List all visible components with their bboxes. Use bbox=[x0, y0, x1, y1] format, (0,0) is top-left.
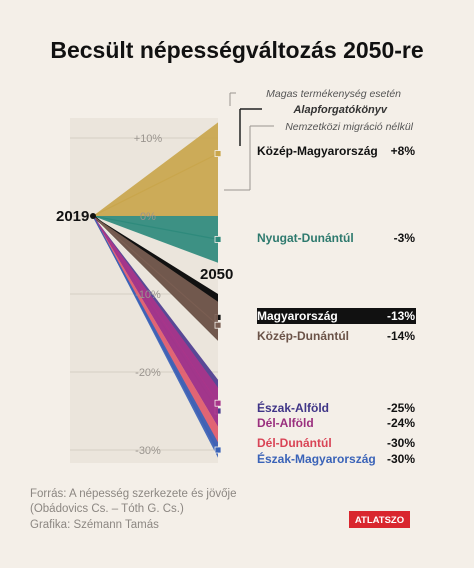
region-name: Észak-Alföld bbox=[257, 400, 329, 415]
region-value: -25% bbox=[387, 401, 415, 415]
x-label-2019: 2019 bbox=[56, 208, 89, 225]
source-line-1: Forrás: A népesség szerkezete és jövője bbox=[30, 488, 236, 500]
region-value: -3% bbox=[394, 231, 416, 245]
atlatszo-logo-text: ATLATSZO bbox=[355, 515, 404, 526]
legend-low-label: Nemzetközi migráció nélkül bbox=[285, 121, 413, 133]
highlight-label-bg bbox=[257, 308, 416, 324]
series-area-0 bbox=[93, 122, 218, 216]
atlatszo-logo-box bbox=[349, 511, 410, 528]
series-area-5 bbox=[93, 216, 218, 427]
series-marker-1 bbox=[214, 235, 222, 243]
series-area-1 bbox=[93, 216, 218, 263]
legend-base-label: Alapforgatókönyv bbox=[292, 104, 387, 116]
region-value: -14% bbox=[387, 329, 415, 343]
series-marker-7 bbox=[214, 446, 222, 454]
y-tick-labels: +10% 0% -10% -20% -30% bbox=[134, 133, 163, 457]
region-name: Észak-Magyarország bbox=[257, 451, 376, 466]
series-areas bbox=[90, 122, 222, 458]
chart-title: Becsült népességváltozás 2050-re bbox=[50, 37, 423, 63]
origin-point bbox=[90, 213, 96, 219]
region-name: Nyugat-Dunántúl bbox=[257, 231, 354, 245]
region-name: Közép-Dunántúl bbox=[257, 329, 349, 343]
series-baseline-7 bbox=[92, 215, 219, 451]
series-marker-5 bbox=[214, 399, 222, 407]
region-value: -24% bbox=[387, 416, 415, 430]
region-name: Dél-Dunántúl bbox=[257, 436, 332, 450]
x-label-2050: 2050 bbox=[200, 266, 233, 283]
region-name: Közép-Magyarország bbox=[257, 144, 378, 158]
region-name: Dél-Alföld bbox=[257, 416, 314, 430]
series-marker-3 bbox=[214, 321, 222, 329]
series-baseline-5 bbox=[92, 215, 219, 404]
y-tick-label: -30% bbox=[135, 445, 161, 457]
y-tick-label: -20% bbox=[135, 367, 161, 379]
series-area-7 bbox=[93, 216, 218, 458]
region-value: -30% bbox=[387, 436, 415, 450]
legend: Magas termékenység esetén Alapforgatókön… bbox=[224, 88, 414, 191]
region-name: Magyarország bbox=[257, 309, 338, 323]
series-baseline-3 bbox=[92, 215, 219, 326]
y-tick-label: 0% bbox=[140, 211, 156, 223]
series-area-3 bbox=[93, 216, 218, 341]
graphic-credit: Grafika: Szémann Tamás bbox=[30, 519, 159, 531]
series-baseline-1 bbox=[92, 215, 219, 240]
series-baseline-0 bbox=[92, 153, 219, 217]
region-value: +8% bbox=[391, 144, 416, 158]
region-value: -13% bbox=[387, 309, 415, 323]
source-line-2: (Obádovics Cs. – Tóth G. Cs.) bbox=[30, 503, 184, 515]
series-marker-0 bbox=[214, 150, 222, 158]
legend-high-label: Magas termékenység esetén bbox=[266, 88, 401, 100]
y-tick-label: -10% bbox=[135, 289, 161, 301]
region-labels: Közép-Magyarország +8% Nyugat-Dunántúl -3% M… bbox=[257, 144, 416, 466]
y-tick-label: +10% bbox=[134, 133, 163, 145]
region-value: -30% bbox=[387, 452, 415, 466]
